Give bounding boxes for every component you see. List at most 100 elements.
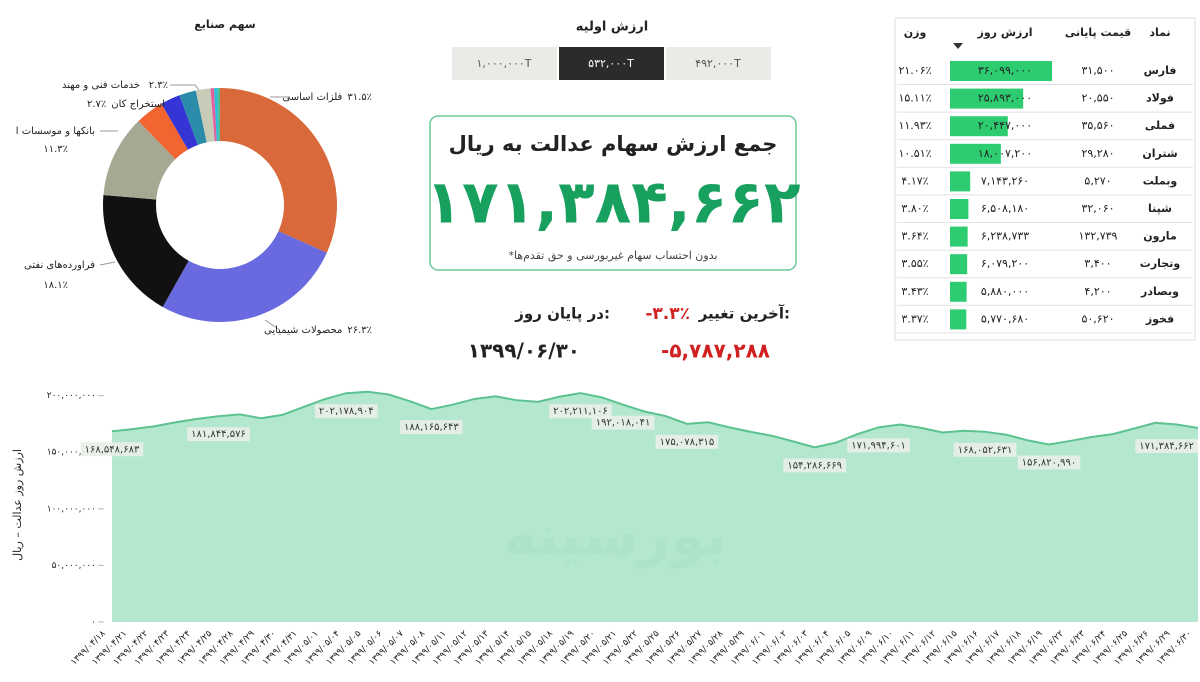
table-cell: ۶,۵۰۸,۱۸۰ [981, 202, 1029, 215]
value-label-bg [187, 427, 250, 442]
y-tick-label: ۱۵۰,۰۰۰,۰۰۰ [47, 448, 96, 458]
table-cell: ۱۵.۱۱٪ [898, 92, 931, 105]
donut-slice [103, 121, 176, 200]
y-tick-label: ۰ [91, 618, 96, 628]
value-label-bg [314, 404, 378, 419]
value-label: ۱۵۶,۸۲۰,۹۹۰ [1022, 458, 1077, 469]
value-label-bg [953, 442, 1017, 457]
table-cell: ۳.۶۴٪ [901, 230, 928, 243]
table-cell: ۳.۸۰٪ [901, 202, 928, 215]
value-bar [950, 143, 1001, 164]
summary-card [429, 115, 797, 271]
value-label: ۱۹۲,۰۱۸,۰۴۱ [596, 418, 651, 429]
table-cell: شتران [1142, 147, 1177, 160]
option-button[interactable] [452, 47, 557, 80]
table-cell: وبملت [1143, 174, 1178, 187]
value-label-bg [80, 442, 144, 457]
table-cell: ۳۵,۵۶۰ [1081, 119, 1114, 132]
slice-name: خدمات فنی و مهند [62, 80, 140, 91]
table-cell: ۳۶,۰۹۹,۰۰۰ [978, 64, 1032, 77]
value-label-bg [655, 434, 719, 449]
value-label: ۱۶۸,۰۵۲,۶۳۱ [958, 445, 1013, 456]
summary-note: *بدون احتساب سهام غیربورسی و حق تقدم‌ها [508, 249, 717, 263]
table-cell: شپنا [1148, 202, 1172, 215]
column-header[interactable]: قیمت پایانی [1065, 26, 1131, 39]
table-cell: ۱۸,۰۰۷,۲۰۰ [978, 147, 1032, 160]
option-button[interactable] [666, 47, 771, 80]
table-cell: ۵۰,۶۲۰ [1081, 312, 1114, 325]
table-cell: ۴.۱۷٪ [901, 174, 928, 187]
summary-title: جمع ارزش سهام عدالت به ریال [449, 132, 778, 156]
table-cell: فملی [1145, 119, 1175, 132]
table-cell: فارس [1144, 64, 1177, 77]
change-percent: -۳.۳٪ [645, 304, 690, 324]
slice-percent: ۲.۳٪ [149, 80, 168, 91]
slice-name: محصولات شیمیایی [264, 325, 342, 336]
slice-name: فلزات اساسی [282, 92, 342, 103]
slice-percent: ۱۸.۱٪ [43, 280, 68, 291]
value-label: ۱۷۵,۰۷۸,۳۱۵ [660, 437, 715, 448]
column-header[interactable]: وزن [904, 26, 927, 39]
table-cell: مارون [1143, 230, 1177, 243]
table-cell: وتجارت [1140, 257, 1181, 270]
column-header[interactable]: نماد [1149, 26, 1170, 39]
table-cell: ۵,۲۷۰ [1084, 174, 1111, 187]
total-value: ۱۷۱,۳۸۴,۶۶۲ [425, 168, 800, 238]
value-bar [950, 199, 969, 219]
change-label: آخرین تغییر: [698, 305, 790, 323]
table-cell: ۱۳۲,۷۳۹ [1079, 230, 1118, 243]
slice-name: استخراج کان [111, 99, 165, 110]
table-cell: ۳.۳۷٪ [901, 312, 928, 325]
slice-percent: ۳۱.۵٪ [347, 92, 372, 103]
value-label-bg [783, 458, 847, 473]
value-label: ۱۷۱,۳۸۴,۶۶۲ [1139, 441, 1194, 452]
donut-slice [210, 88, 217, 142]
option-label[interactable]: ۱,۰۰۰,۰۰۰T [476, 57, 531, 70]
option-label[interactable]: ۴۹۲,۰۰۰T [695, 57, 741, 70]
value-bar [950, 171, 971, 192]
donut-slice [138, 103, 188, 160]
selector-title: ارزش اولیه [576, 20, 649, 35]
y-tick-label: ۵۰,۰۰۰,۰۰۰ [52, 561, 96, 571]
option-label[interactable]: ۵۳۲,۰۰۰T [588, 57, 634, 70]
value-bar [950, 116, 1008, 137]
column-header[interactable]: ارزش روز [977, 26, 1033, 39]
donut-slice [195, 88, 215, 143]
value-label: ۱۸۸,۱۶۵,۶۴۳ [404, 422, 459, 433]
donut-slice [162, 231, 327, 322]
value-label-bg [1135, 439, 1198, 454]
table-cell: ۲۰,۴۴۷,۰۰۰ [978, 119, 1032, 132]
donut-slice [220, 87, 337, 253]
value-label-bg [400, 420, 463, 435]
value-label-bg [549, 404, 612, 419]
value-label-bg [591, 415, 655, 430]
table-cell: ۳۲,۰۶۰ [1081, 202, 1114, 215]
table-cell: فخوز [1145, 312, 1174, 325]
value-label: ۱۷۱,۹۹۴,۶۰۱ [851, 440, 906, 451]
donut-slice [179, 90, 207, 145]
table-cell: ۴,۲۰۰ [1084, 285, 1111, 298]
value-label: ۱۶۸,۵۴۸,۶۸۳ [85, 444, 140, 455]
slice-percent: ۲.۷٪ [87, 99, 106, 110]
table-cell: ۱۱.۹۳٪ [898, 119, 931, 132]
value-bar [950, 61, 1052, 81]
end-label: در پایان روز: [514, 305, 610, 324]
area [112, 391, 1198, 622]
slice-name: بانکها و موسسات ا [16, 126, 95, 137]
table-cell: فولاد [1146, 92, 1174, 105]
table-cell: ۳.۴۳٪ [901, 285, 928, 298]
table-cell: ۳,۴۰۰ [1084, 257, 1111, 270]
table-cell: ۷,۱۴۳,۲۶۰ [981, 174, 1029, 187]
change-amount: -۵,۷۸۷,۲۸۸ [661, 339, 770, 363]
donut-slice [217, 88, 220, 142]
option-button[interactable] [559, 47, 664, 80]
value-label: ۱۵۴,۲۸۶,۶۶۹ [787, 460, 842, 471]
table-cell: ۲۵,۸۹۳,۰۰۰ [978, 92, 1032, 105]
sort-arrow[interactable] [953, 43, 963, 49]
area-line [111, 390, 1199, 449]
donut-slice [103, 195, 189, 307]
value-label: ۱۸۱,۸۴۴,۵۷۶ [191, 429, 246, 440]
data-table: نماد قیمت پایانی ارزش روز وزن فارس ۳۱,۵۰۰ ۳۶,۰… [897, 26, 1193, 334]
value-label: ۲۰۲,۱۷۸,۹۰۴ [319, 406, 374, 417]
donut-slice [161, 95, 198, 150]
